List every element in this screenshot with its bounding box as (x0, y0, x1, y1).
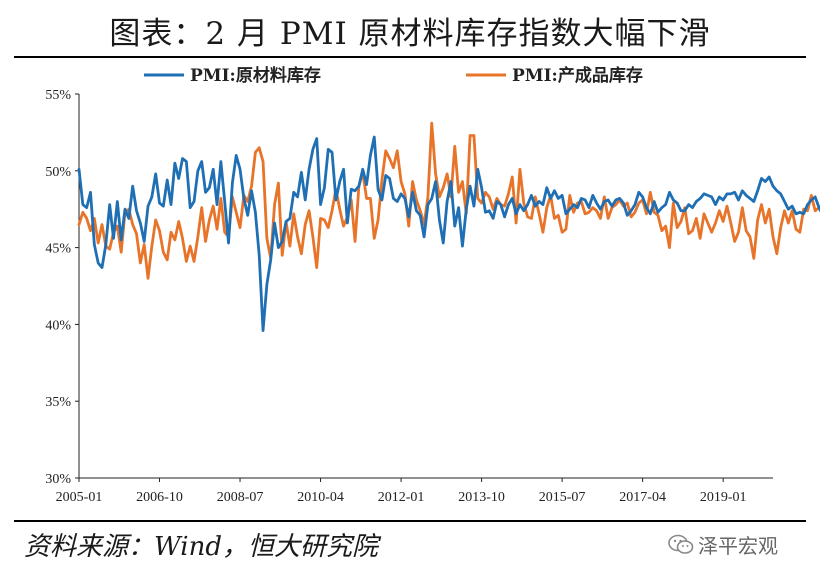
axes: 30% 35% 40% 45% 50% 55% 2005-01 2006-10 2008-07 2… (45, 88, 773, 505)
x-tick-label: 2013-10 (458, 490, 505, 505)
y-tick-label: 30% (45, 472, 71, 487)
x-tick-label: 2005-01 (56, 490, 103, 505)
y-tick-label: 35% (45, 395, 71, 410)
x-tick-label: 2019-01 (700, 490, 747, 505)
series-lines (77, 121, 820, 332)
brand-name: 泽平宏观 (698, 534, 778, 558)
series-line-raw-materials (77, 135, 820, 332)
legend: PMI:原材料库存 PMI:产成品库存 (144, 65, 643, 86)
brand-watermark: 泽平宏观 (668, 530, 778, 559)
title-rule (14, 56, 806, 58)
y-tick-label: 40% (45, 318, 71, 333)
legend-label: PMI:产成品库存 (512, 65, 643, 86)
source-note: 资料来源：Wind，恒大研究院 (24, 532, 378, 562)
legend-label: PMI:原材料库存 (190, 65, 321, 86)
footer-rule (14, 520, 806, 522)
x-tick-label: 2017-04 (619, 490, 666, 505)
y-tick-label: 50% (45, 165, 71, 180)
line-chart: 30% 35% 40% 45% 50% 55% 2005-01 2006-10 2008-07 2… (45, 65, 820, 505)
chart-title: 图表：2 月 PMI 原材料库存指数大幅下滑 (109, 16, 711, 52)
y-tick-label: 55% (45, 88, 71, 103)
wechat-icon (668, 534, 694, 556)
x-tick-label: 2015-07 (539, 490, 586, 505)
series-line-finished-goods (77, 121, 820, 280)
y-tick-label: 45% (45, 242, 71, 257)
x-tick-label: 2012-01 (378, 490, 425, 505)
x-tick-label: 2006-10 (136, 490, 183, 505)
x-tick-label: 2008-07 (217, 490, 264, 505)
x-tick-label: 2010-04 (297, 490, 344, 505)
